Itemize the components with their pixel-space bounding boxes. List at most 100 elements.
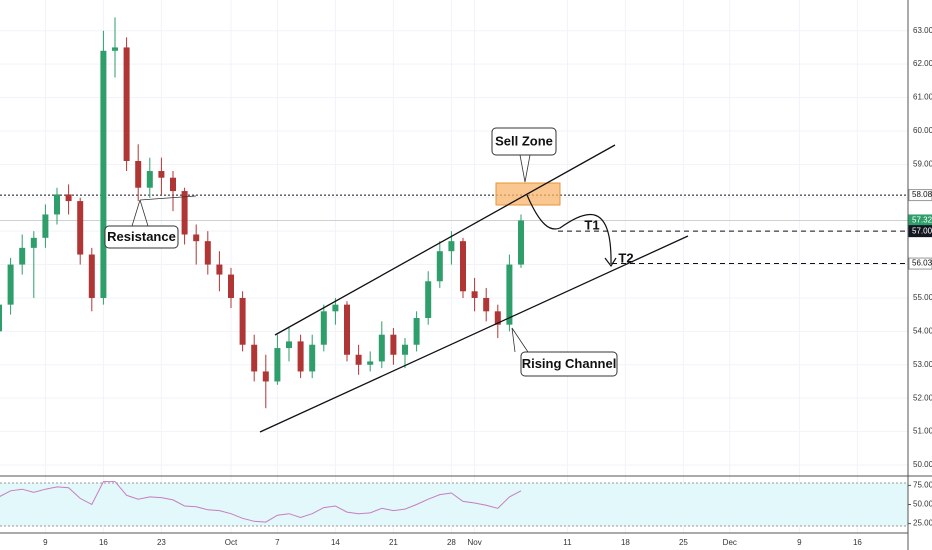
t2-label: T2 <box>618 250 633 265</box>
candle-body <box>77 201 84 255</box>
channel-upper <box>274 144 616 336</box>
candle-body <box>158 171 165 178</box>
candle-body <box>7 264 14 305</box>
x-tick-label: Nov <box>467 538 481 547</box>
rsi-band <box>0 483 908 526</box>
candle-body <box>181 191 188 235</box>
y-tick-label: 61.00 <box>913 93 932 102</box>
candle-body <box>471 291 478 298</box>
sell-zone-callout <box>491 127 557 156</box>
candles <box>0 17 524 409</box>
channel-box <box>520 351 618 377</box>
candle-body <box>332 304 339 312</box>
y-tick-label: 54.00 <box>913 326 932 335</box>
candle-body <box>413 318 420 345</box>
levels <box>0 194 908 265</box>
y-tick-label: 62.00 <box>913 59 932 68</box>
candle-body <box>320 311 327 345</box>
y-tick-label: 53.00 <box>913 360 932 369</box>
candle-body <box>518 220 524 265</box>
candle-body <box>436 251 443 282</box>
candle-body <box>297 341 304 372</box>
candle-body <box>483 297 490 312</box>
y-tick-label: 60.00 <box>913 126 932 135</box>
candle-body <box>286 341 292 349</box>
x-tick-label: 7 <box>275 538 280 547</box>
price-tag-label: 57.00 <box>912 226 932 235</box>
axes: 50.0051.0052.0053.0054.0055.0056.0057.00… <box>43 26 932 547</box>
candle-body <box>100 50 107 298</box>
rsi <box>0 481 522 523</box>
resistance-label: Resistance <box>107 229 176 244</box>
price-tag-label: 58.08 <box>912 190 932 199</box>
candle-body <box>19 247 26 265</box>
channel-label: Rising Channel <box>522 356 617 371</box>
resistance-box <box>104 225 179 249</box>
candle-body <box>239 297 246 345</box>
candle-body <box>262 371 269 382</box>
candle-body <box>204 241 211 265</box>
candle-body <box>30 237 37 248</box>
grid <box>0 0 908 533</box>
candle-body <box>460 241 466 292</box>
x-tick-label: 11 <box>563 538 572 547</box>
price-tag <box>908 257 932 270</box>
y-tick-label: 52.00 <box>913 393 932 402</box>
candle-body <box>309 344 316 372</box>
candle-body <box>425 281 432 319</box>
candle-body <box>170 177 176 192</box>
y-tick-label: 55.00 <box>913 293 932 302</box>
candle-body <box>344 304 350 355</box>
x-tick-label: 16 <box>99 538 108 547</box>
candle-body <box>355 354 362 365</box>
candle-body <box>506 264 513 325</box>
x-tick-label: 9 <box>797 538 802 547</box>
price-tag <box>908 225 932 238</box>
x-tick-label: Dec <box>723 538 737 547</box>
t1-label: T1 <box>584 217 599 232</box>
rsi-tick-label: 75.00 <box>913 481 932 490</box>
candle-body <box>216 264 223 275</box>
candle-body <box>65 194 72 202</box>
candle-body <box>390 334 397 355</box>
candle-body <box>193 234 200 242</box>
price-tag-label: 57.32 <box>912 216 932 225</box>
x-tick-label: 28 <box>447 538 456 547</box>
candle-body <box>402 344 408 355</box>
y-tick-label: 50.00 <box>913 460 932 469</box>
channel-pointer <box>511 327 529 353</box>
x-tick-label: 14 <box>331 538 340 547</box>
x-tick-label: 18 <box>621 538 630 547</box>
x-tick-label: 23 <box>157 538 166 547</box>
rsi-tick-label: 50.00 <box>913 500 932 509</box>
sell-zone-pointer <box>519 154 531 183</box>
candle-body <box>146 171 153 188</box>
channel-lower <box>259 235 689 433</box>
candle-body <box>112 47 118 51</box>
price-tag <box>908 189 932 202</box>
x-tick-label: 25 <box>679 538 688 547</box>
candle-body <box>228 274 234 298</box>
candle-body <box>135 161 142 188</box>
y-tick-label: 51.00 <box>913 427 932 436</box>
y-tick-label: 59.00 <box>913 159 932 168</box>
candle-body <box>274 348 281 382</box>
y-tick-label: 63.00 <box>913 26 932 35</box>
projection-arrow <box>526 194 612 265</box>
candle-body <box>448 241 455 252</box>
arrow-head <box>604 257 617 268</box>
x-tick-label: Oct <box>225 538 238 547</box>
sell-zone-label: Sell Zone <box>495 133 553 148</box>
candle-body <box>54 194 60 215</box>
candle-body <box>367 361 374 365</box>
candle-body <box>251 344 258 372</box>
candle-body <box>88 254 95 298</box>
candle-body <box>0 304 2 332</box>
x-tick-label: 21 <box>389 538 398 547</box>
candle-body <box>378 334 385 362</box>
rsi-tick-label: 25.00 <box>913 519 932 528</box>
x-tick-label: 9 <box>43 538 48 547</box>
x-tick-label: 16 <box>853 538 862 547</box>
